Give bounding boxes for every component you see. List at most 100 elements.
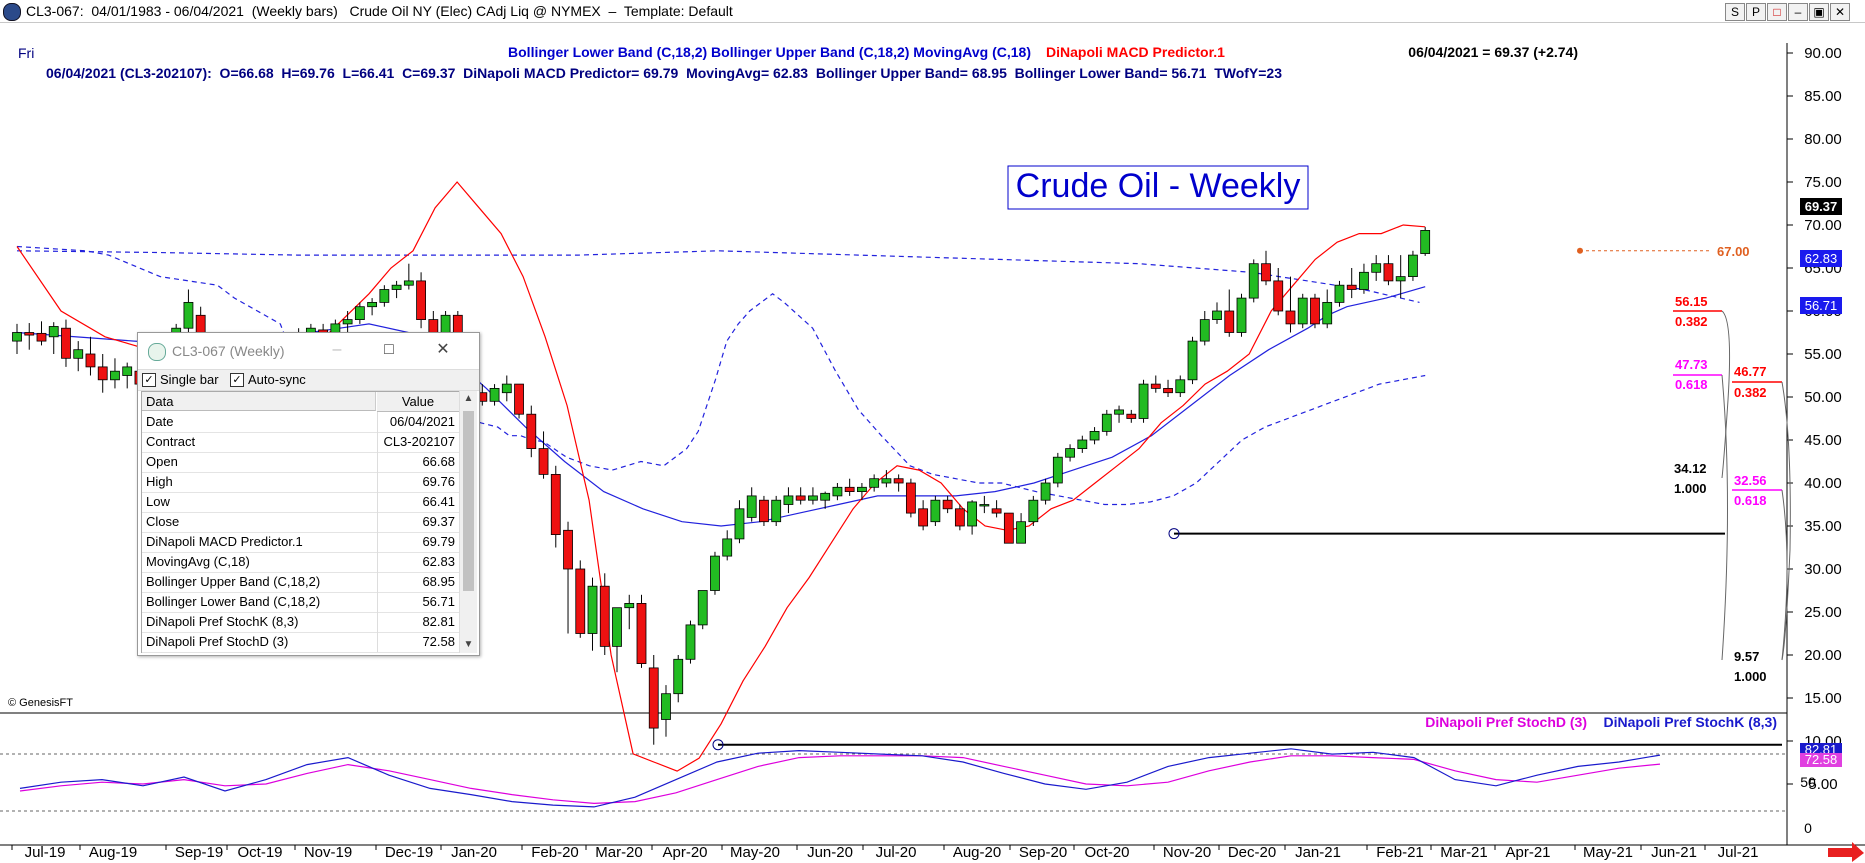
data-row[interactable]: Contract CL3-202107	[142, 432, 459, 453]
data-row[interactable]: Date 06/04/2021	[142, 412, 459, 433]
data-grid[interactable]: Data Value Date 06/04/2021 Contract CL3-202…	[141, 391, 460, 653]
time-tick-label: Aug-19	[89, 844, 137, 861]
fib-bracket-1	[1721, 310, 1731, 479]
data-row[interactable]: DiNapoli MACD Predictor.1 69.79	[142, 532, 459, 553]
time-tick-label: Jan-20	[451, 844, 497, 861]
data-window-maximize-button[interactable]: □	[384, 341, 394, 358]
data-row-value: 66.41	[422, 494, 455, 509]
p-button[interactable]: P	[1746, 3, 1766, 21]
data-window-close-button[interactable]: ✕	[436, 341, 450, 358]
data-row-label: Close	[146, 514, 180, 529]
ma-tag-box	[1800, 250, 1842, 267]
scroll-down-icon[interactable]: ▼	[463, 639, 474, 650]
scroll-right-arrow-icon[interactable]	[1828, 842, 1864, 862]
candle-body	[1065, 448, 1075, 458]
fib-bracket-3	[1781, 381, 1791, 661]
time-tick-label: Jul-19	[25, 844, 66, 861]
moving-average-line	[16, 286, 1426, 527]
data-window-minimize-button[interactable]: –	[332, 341, 342, 358]
candle-body	[722, 538, 733, 557]
fib-34-ratio: 1.000	[1674, 481, 1707, 496]
price-tick-label: 70.00	[1804, 217, 1842, 234]
s-button[interactable]: S	[1725, 3, 1745, 21]
data-window[interactable]: CL3-067 (Weekly) – □ ✕ ✓ Single bar ✓ Au…	[137, 332, 480, 656]
data-row-separator	[377, 472, 378, 492]
data-row-label: DiNapoli MACD Predictor.1	[146, 534, 303, 549]
candle-body	[183, 301, 194, 329]
data-row-label: Open	[146, 454, 178, 469]
data-row-value: 56.71	[422, 594, 455, 609]
data-row[interactable]: Bollinger Lower Band (C,18,2) 56.71	[142, 592, 459, 613]
level-67-dot	[1577, 247, 1583, 254]
data-row[interactable]: MovingAvg (C,18) 62.83	[142, 552, 459, 573]
candle-body	[1126, 413, 1137, 419]
candle-body	[1150, 383, 1161, 389]
stoch-d-tag-box	[1800, 753, 1842, 767]
data-row-separator	[377, 532, 378, 552]
column-header-data[interactable]: Data	[142, 392, 376, 411]
scroll-thumb[interactable]	[463, 411, 474, 591]
data-row-label: MovingAvg (C,18)	[146, 554, 250, 569]
data-row[interactable]: Low 66.41	[142, 492, 459, 513]
data-window-icon	[148, 343, 166, 361]
data-row[interactable]: Open 66.68	[142, 452, 459, 473]
fib-46-price: 46.77	[1734, 364, 1767, 379]
candle-body	[367, 301, 378, 308]
close-button[interactable]: ✕	[1830, 3, 1850, 21]
candle-body	[1383, 263, 1394, 282]
data-row[interactable]: Close 69.37	[142, 512, 459, 533]
price-tick-label: 30.00	[1804, 561, 1842, 578]
candle-body	[881, 478, 892, 484]
data-grid-scrollbar[interactable]: ▲ ▼	[459, 391, 477, 653]
chart-title: Crude Oil - Weekly	[1016, 167, 1301, 205]
data-row[interactable]: DiNapoli Pref StochD (3) 72.58	[142, 632, 459, 653]
maximize-button[interactable]: ▣	[1809, 3, 1829, 21]
data-row-value: 82.81	[422, 614, 455, 629]
time-tick-label: Oct-19	[237, 844, 282, 861]
minimize-button[interactable]: –	[1788, 3, 1808, 21]
single-bar-checkbox[interactable]: ✓	[142, 373, 156, 387]
candle-body	[599, 585, 610, 647]
column-header-value[interactable]: Value	[377, 392, 460, 412]
stoch-d-line	[19, 755, 1661, 805]
candle-body	[808, 495, 818, 501]
time-axis: Jul-19 Aug-19 Sep-19 Oct-19 Nov-19 Dec-19 Jan-…	[11, 844, 1758, 861]
candle-body	[1040, 482, 1051, 501]
candle-body	[612, 607, 622, 647]
data-window-title: CL3-067 (Weekly)	[172, 343, 285, 359]
candle-body	[110, 370, 120, 381]
fib-56-ratio: 0.382	[1675, 314, 1708, 329]
candle-body	[685, 624, 696, 660]
data-window-titlebar[interactable]: CL3-067 (Weekly) – □ ✕	[138, 333, 479, 369]
candle-body	[575, 568, 586, 634]
candle-body	[1187, 340, 1198, 381]
data-window-options: ✓ Single bar ✓ Auto-sync	[138, 369, 479, 391]
data-row-separator	[377, 412, 378, 432]
data-row[interactable]: Bollinger Upper Band (C,18,2) 68.95	[142, 572, 459, 593]
chart-title-box	[1007, 165, 1309, 210]
candle-body	[538, 448, 549, 475]
candle-body	[1371, 263, 1382, 273]
data-row-separator	[377, 592, 378, 612]
candle-body	[1016, 521, 1026, 544]
data-row-label: Contract	[146, 434, 196, 449]
link-button[interactable]: □	[1767, 3, 1787, 21]
ma-tag: 62.83	[1805, 251, 1838, 266]
data-row[interactable]: High 69.76	[142, 472, 459, 493]
auto-sync-checkbox[interactable]: ✓	[230, 373, 244, 387]
data-row[interactable]: DiNapoli Pref StochK (8,3) 82.81	[142, 612, 459, 633]
candle-body	[24, 332, 35, 336]
stoch-legend-d: DiNapoli Pref StochD (3)	[1425, 714, 1587, 730]
legend-blue: Bollinger Lower Band (C,18,2) Bollinger …	[508, 44, 1031, 60]
candle-body	[122, 366, 133, 376]
scroll-up-icon[interactable]: ▲	[463, 393, 474, 404]
bollinger-upper-line	[16, 245, 1426, 506]
fib-bracket-4	[1781, 489, 1788, 661]
price-tick-label: 35.00	[1804, 518, 1842, 535]
price-tick-label: 75.00	[1804, 174, 1842, 191]
info-day: Fri	[18, 45, 35, 61]
fib-46-ratio: 0.382	[1734, 385, 1767, 400]
candle-body	[391, 284, 402, 290]
title-bar: CL3-067: 04/01/1983 - 06/04/2021 (Weekly…	[0, 0, 1865, 23]
